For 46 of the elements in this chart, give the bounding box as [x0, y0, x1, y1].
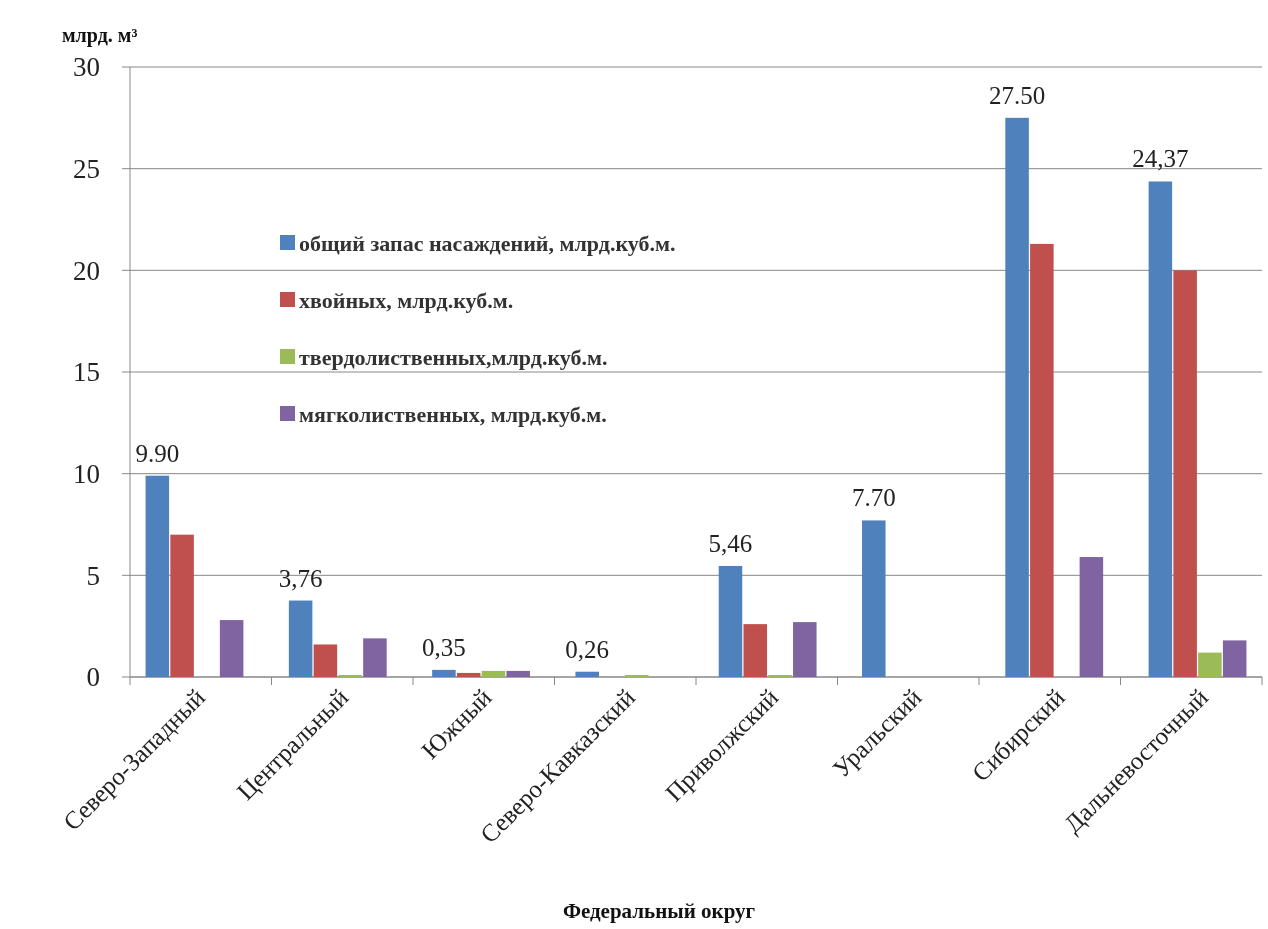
legend-label: мягколиственных, млрд.куб.м. — [299, 401, 607, 427]
data-label: 5,46 — [708, 529, 753, 557]
bar — [793, 622, 817, 677]
y-tick-label: 30 — [73, 52, 100, 83]
data-label: 24,37 — [1132, 145, 1189, 173]
y-tick-label: 25 — [73, 154, 100, 185]
bar — [338, 674, 362, 677]
y-tick-label: 20 — [73, 255, 100, 286]
bar — [1148, 181, 1173, 677]
bar — [624, 674, 649, 677]
y-tick-label: 15 — [73, 357, 100, 388]
bar — [363, 638, 387, 677]
data-label: 27.50 — [988, 81, 1046, 109]
data-label: 7.70 — [851, 484, 896, 512]
bar — [1079, 557, 1104, 677]
bar — [506, 670, 530, 677]
data-label: 9.90 — [135, 439, 180, 467]
x-axis-title: Федеральный округ — [562, 899, 756, 923]
bar — [288, 600, 313, 677]
bar — [456, 672, 481, 677]
bar — [481, 670, 506, 677]
data-label: 0,26 — [565, 635, 610, 663]
legend-label: твердолиственных,млрд.куб.м. — [299, 344, 608, 370]
bar — [1173, 270, 1197, 677]
bar — [432, 669, 456, 677]
bar — [170, 534, 194, 677]
data-label: 0,35 — [422, 633, 466, 661]
y-tick-label: 10 — [73, 459, 100, 490]
bar — [1030, 243, 1054, 677]
bar — [743, 624, 768, 677]
bar — [718, 565, 743, 677]
legend-label: хвойных, млрд.куб.м. — [299, 287, 514, 313]
bar — [145, 475, 170, 677]
y-axis-title: млрд. м³ — [62, 24, 138, 47]
bar — [219, 620, 244, 677]
bar — [1222, 640, 1247, 677]
bar — [1198, 652, 1222, 677]
bar — [768, 674, 792, 677]
bar — [1005, 117, 1029, 677]
y-tick-label: 0 — [86, 662, 100, 693]
y-tick-label: 5 — [86, 560, 100, 591]
data-label: 3,76 — [278, 564, 323, 592]
bar — [313, 644, 338, 677]
bar — [575, 671, 599, 677]
legend-label: общий запас насаждений, млрд.куб.м. — [299, 230, 676, 256]
bar — [862, 520, 886, 677]
